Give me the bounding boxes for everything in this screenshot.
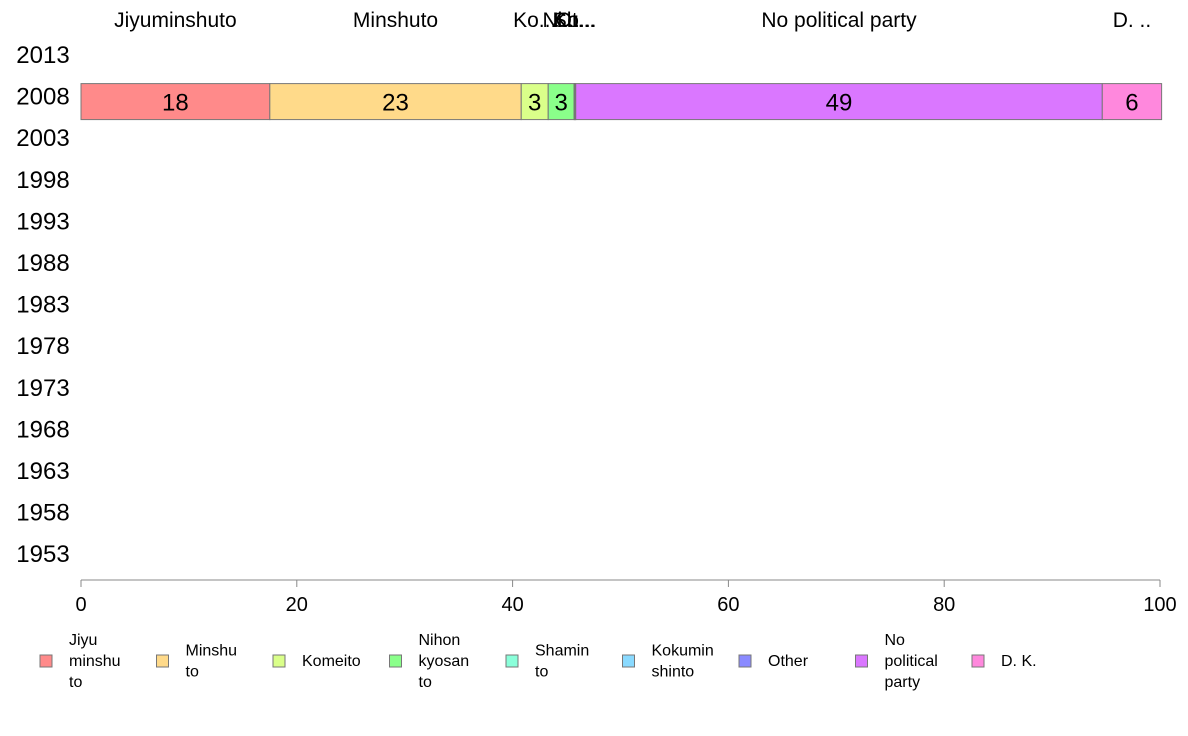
legend-label: Jiyu (69, 632, 97, 649)
legend-swatch (39, 654, 53, 668)
legend-label: Minshu (186, 643, 238, 660)
legend-label: Other (768, 653, 809, 670)
legend-label: kyosan (419, 653, 470, 670)
bar-value-label: 3 (528, 90, 541, 117)
x-tick-label: 40 (501, 594, 523, 616)
legend-swatch (738, 654, 752, 668)
bar-value-label: 23 (382, 90, 409, 117)
legend-swatch (971, 654, 985, 668)
top-category-labels: Jiyuminshuto Minshuto Ko...Ni...Sh...Ko...… (114, 9, 1151, 32)
y-tick-label: 1968 (16, 416, 69, 443)
bar-value-label: 18 (162, 90, 189, 117)
legend-swatch (389, 654, 402, 668)
bar-segments (80, 83, 1163, 121)
x-tick-label: 100 (1143, 594, 1176, 616)
x-tick-label: 80 (933, 594, 955, 616)
legend-swatch (855, 654, 868, 668)
y-axis-year-labels: 2013 2008 2003 1998 1993 1988 1983 1978 1973 1968… (16, 42, 69, 568)
legend-label: shinto (652, 664, 695, 681)
y-tick-label: 1993 (16, 208, 69, 235)
legend-label: minshu (69, 653, 121, 670)
y-tick-label: 2003 (16, 125, 69, 152)
legend-swatch (156, 654, 169, 668)
top-category-label: Ko... (553, 9, 596, 32)
y-tick-label: 1978 (16, 333, 69, 360)
x-tick-label: 60 (717, 594, 739, 616)
y-tick-label: 1983 (16, 292, 69, 319)
legend-swatch (622, 654, 635, 668)
y-tick-label: 1953 (16, 541, 69, 568)
y-tick-label: 1998 (16, 167, 69, 194)
top-category-label: Ni... (542, 9, 579, 32)
bar-value-label: 6 (1125, 90, 1138, 117)
legend-label: Kokumin (652, 643, 714, 660)
legend-label: to (419, 674, 432, 691)
legend-label: Nihon (419, 632, 461, 649)
bar-segment (575, 83, 1103, 121)
top-category-label: Ot... (556, 9, 596, 32)
legend-label: to (535, 664, 548, 681)
legend: Jiyu minshu to Minshu to Komeito Nihon kyosan to… (39, 632, 1037, 691)
top-category-label: Jiyuminshuto (114, 9, 237, 32)
top-category-label: Sh... (553, 9, 596, 32)
legend-label: Shamin (535, 643, 589, 660)
legend-label: D. K. (1001, 653, 1037, 670)
y-tick-label: 2013 (16, 42, 69, 69)
top-category-label: D. .. (1113, 9, 1152, 32)
legend-label: to (186, 664, 199, 681)
legend-label: Komeito (302, 653, 361, 670)
bar-value-label: 49 (826, 90, 853, 117)
y-tick-label: 2008 (16, 84, 69, 111)
y-tick-label: 1963 (16, 458, 69, 485)
legend-label: party (885, 674, 921, 691)
x-axis: 0 20 40 60 80 100 (75, 579, 1177, 616)
x-tick-label: 0 (75, 594, 86, 616)
legend-label: to (69, 674, 82, 691)
legend-label: No (885, 632, 906, 649)
y-tick-label: 1973 (16, 375, 69, 402)
top-category-label: Minshuto (353, 9, 438, 32)
legend-label: political (885, 653, 938, 670)
bar-segment (1101, 83, 1163, 121)
x-tick-label: 20 (286, 594, 308, 616)
top-category-label: No political party (761, 9, 917, 32)
top-category-label: Ko... (513, 9, 556, 32)
bar-segment (520, 83, 549, 121)
legend-swatch (272, 654, 286, 668)
bar-value-labels: 18 23 3 3 49 6 (162, 90, 1139, 117)
bar-value-label: 3 (554, 90, 567, 117)
y-tick-label: 1988 (16, 250, 69, 277)
bar-segment (269, 83, 522, 121)
legend-swatch (505, 654, 519, 668)
y-tick-label: 1958 (16, 500, 69, 527)
